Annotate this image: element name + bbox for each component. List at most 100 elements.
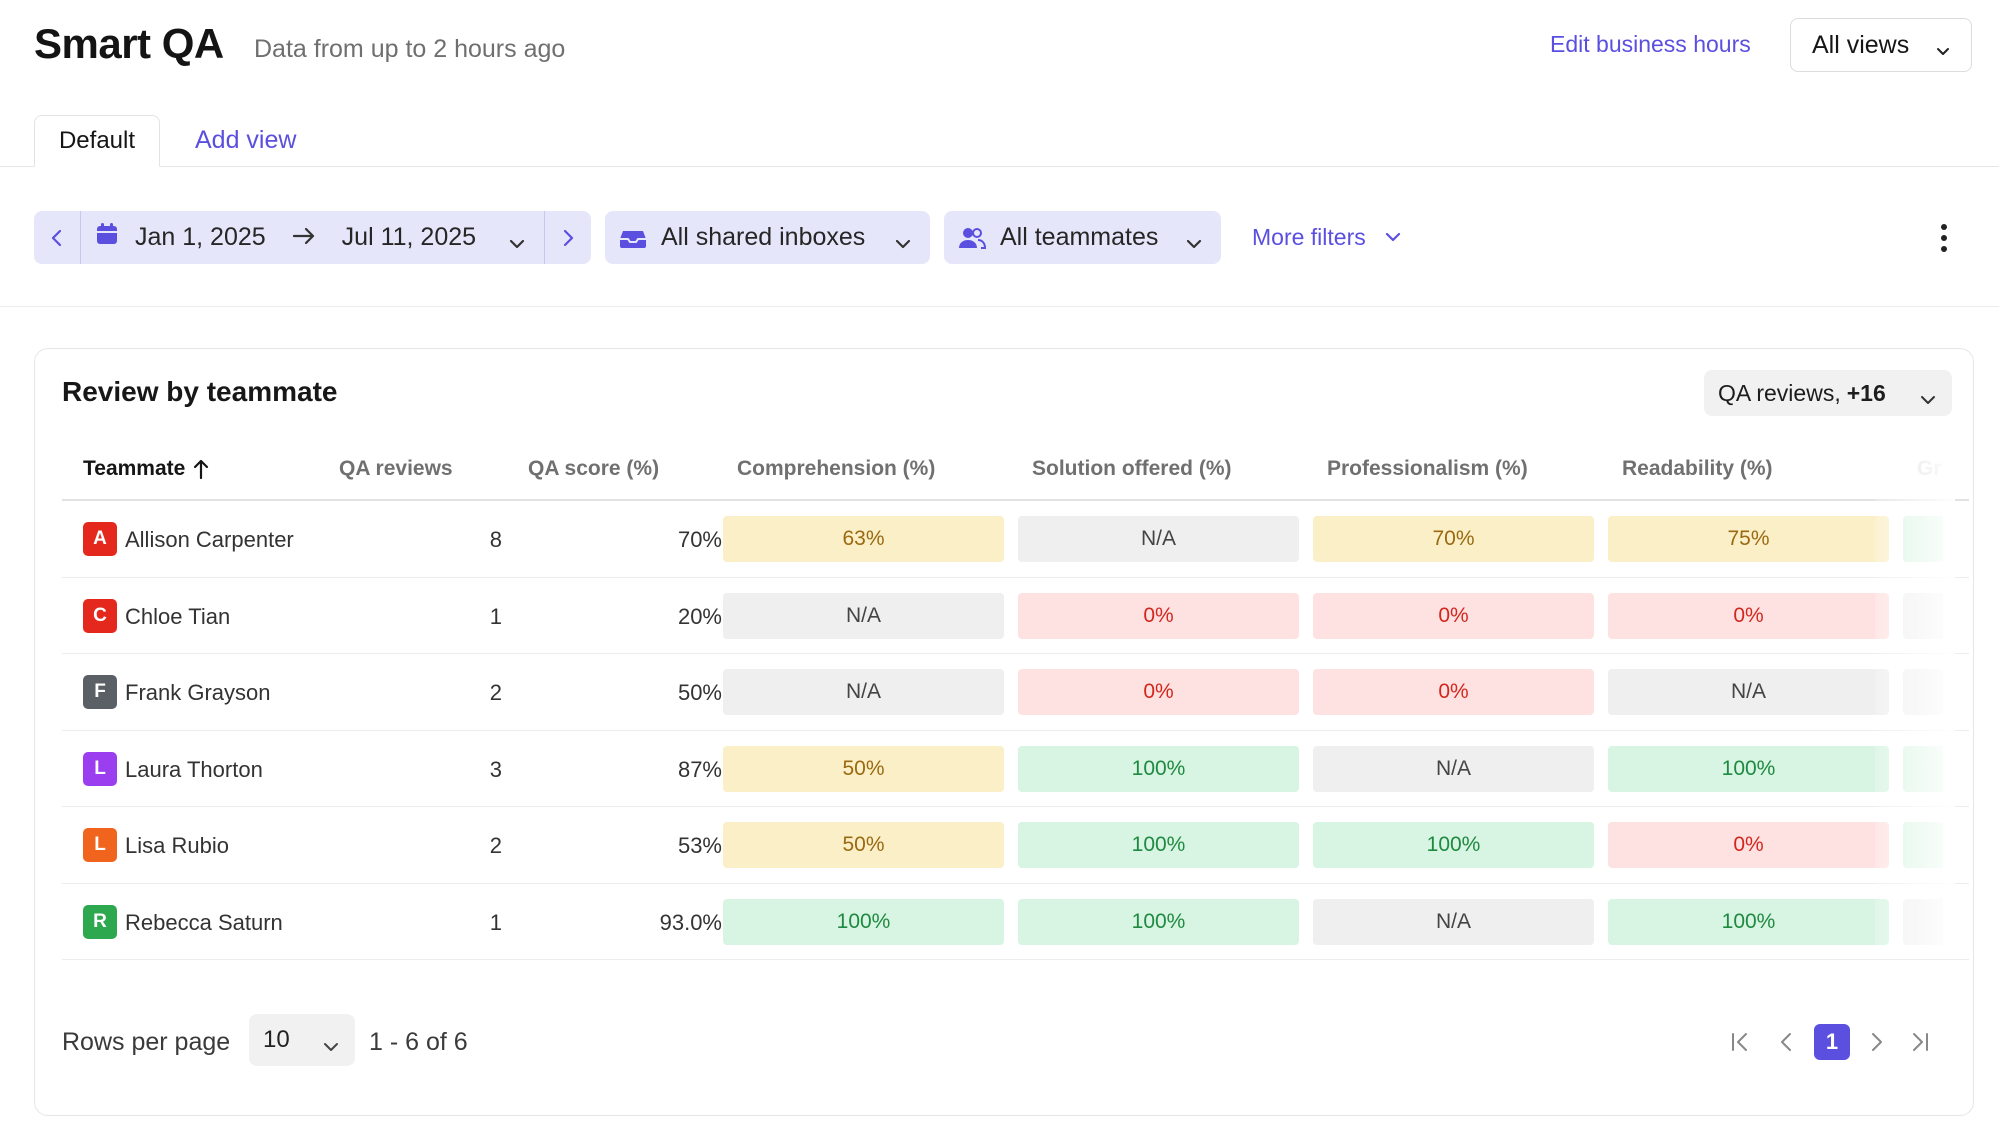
previous-page-button[interactable] <box>1772 1024 1802 1060</box>
tabs-divider <box>0 166 1999 167</box>
table-row[interactable]: A Allison Carpenter 8 70% 63% N/A 70% 75% <box>62 501 1969 578</box>
date-range-picker[interactable]: Jan 1, 2025 Jul 11, 2025 <box>81 211 544 264</box>
teammates-filter-dropdown[interactable]: All teammates <box>944 211 1221 264</box>
comprehension-cell: 50% <box>723 745 1004 792</box>
avatar: F <box>83 675 117 709</box>
table-body: A Allison Carpenter 8 70% 63% N/A 70% 75% C Chloe… <box>62 501 1969 960</box>
column-header-truncated[interactable]: Gr <box>1917 457 1942 480</box>
more-options-icon[interactable] <box>1936 220 1952 256</box>
comprehension-cell: N/A <box>723 669 1004 715</box>
page-number-button[interactable]: 1 <box>1814 1024 1850 1060</box>
chevron-right-icon <box>563 229 574 246</box>
truncated-cell <box>1903 745 1943 792</box>
next-period-button[interactable] <box>545 211 591 264</box>
qa-score-value: 70% <box>677 527 722 552</box>
data-freshness-note: Data from up to 2 hours ago <box>254 35 566 63</box>
page-title: Smart QA <box>34 20 224 67</box>
avatar: R <box>83 904 117 939</box>
calendar-icon <box>95 222 119 253</box>
column-header-qa-score[interactable]: QA score (%) <box>528 457 660 480</box>
date-end: Jul 11, 2025 <box>341 223 477 251</box>
column-header-comprehension[interactable]: Comprehension (%) <box>737 457 936 480</box>
more-filters-button[interactable]: More filters <box>1252 224 1402 251</box>
column-header-readability[interactable]: Readability (%) <box>1622 457 1773 480</box>
last-page-button[interactable] <box>1905 1024 1935 1060</box>
inbox-filter-dropdown[interactable]: All shared inboxes <box>605 211 930 264</box>
review-by-teammate-card: Review by teammate QA reviews, +16 Teamm… <box>34 348 1974 1116</box>
teammate-review-table: Teammate QA reviews QA score (%) Compreh… <box>62 439 1969 960</box>
pagination-range: 1 - 6 of 6 <box>369 1028 468 1056</box>
qa-score-value: 87% <box>677 756 722 782</box>
edit-business-hours-link[interactable]: Edit business hours <box>1550 31 1751 57</box>
chevron-down-icon <box>1384 224 1402 251</box>
chevron-down-icon <box>1920 386 1936 413</box>
next-page-button[interactable] <box>1861 1024 1891 1060</box>
first-page-button[interactable] <box>1725 1024 1755 1060</box>
readability-cell: 100% <box>1608 745 1889 792</box>
column-header-solution-offered[interactable]: Solution offered (%) <box>1032 457 1232 480</box>
table-row[interactable]: L Laura Thorton 3 87% 50% 100% N/A 100% <box>62 731 1969 807</box>
comprehension-cell: 100% <box>723 898 1004 945</box>
teammate-name[interactable]: Chloe Tian <box>125 603 231 629</box>
chevron-down-icon <box>894 230 912 259</box>
avatar: C <box>83 598 117 633</box>
chevron-down-icon <box>508 230 526 259</box>
rows-per-page-label: Rows per page <box>62 1028 231 1056</box>
inbox-icon <box>619 227 647 249</box>
readability-cell: 100% <box>1608 898 1889 945</box>
qa-reviews-count: 1 <box>489 909 502 935</box>
chevron-down-icon <box>1185 230 1203 259</box>
qa-reviews-count: 1 <box>489 603 502 629</box>
table-row[interactable]: R Rebecca Saturn 1 93.0% 100% 100% N/A 100% <box>62 884 1969 960</box>
views-dropdown-label: All views <box>1812 30 1910 59</box>
avatar: L <box>83 751 117 786</box>
table-header: Teammate QA reviews QA score (%) Compreh… <box>62 439 1969 501</box>
solution-offered-cell: N/A <box>1018 516 1299 562</box>
truncated-cell <box>1903 822 1943 868</box>
people-icon <box>958 226 986 250</box>
professionalism-cell: 100% <box>1313 822 1594 868</box>
readability-cell: N/A <box>1608 669 1889 715</box>
avatar: A <box>83 522 117 556</box>
truncated-cell <box>1903 669 1943 715</box>
chevron-right-icon <box>1872 1033 1882 1051</box>
solution-offered-cell: 100% <box>1018 822 1299 868</box>
column-header-qa-reviews[interactable]: QA reviews <box>339 457 453 480</box>
all-views-dropdown[interactable]: All views <box>1790 18 1972 72</box>
column-header-teammate[interactable]: Teammate <box>83 457 209 481</box>
avatar: L <box>83 828 117 862</box>
qa-reviews-count: 3 <box>489 756 502 782</box>
readability-cell: 75% <box>1608 516 1889 562</box>
metrics-dropdown[interactable]: QA reviews, +16 <box>1704 370 1952 416</box>
teammate-name[interactable]: Allison Carpenter <box>125 527 294 552</box>
truncated-cell <box>1903 516 1943 562</box>
previous-period-button[interactable] <box>34 211 80 264</box>
table-row[interactable]: L Lisa Rubio 2 53% 50% 100% 100% 0% <box>62 807 1969 884</box>
teammate-name[interactable]: Rebecca Saturn <box>125 909 283 935</box>
column-header-professionalism[interactable]: Professionalism (%) <box>1327 457 1528 480</box>
qa-reviews-count: 2 <box>489 680 502 705</box>
more-filters-label: More filters <box>1252 224 1366 250</box>
readability-cell: 0% <box>1608 822 1889 868</box>
last-page-icon <box>1913 1033 1928 1051</box>
tab-add-view[interactable]: Add view <box>195 126 297 154</box>
truncated-cell <box>1903 898 1943 945</box>
qa-score-value: 50% <box>677 680 722 705</box>
rows-per-page-select[interactable]: 10 <box>249 1014 355 1066</box>
metrics-dropdown-label: QA reviews, <box>1718 379 1841 406</box>
teammate-name[interactable]: Lisa Rubio <box>125 833 229 858</box>
date-range-filter: Jan 1, 2025 Jul 11, 2025 <box>34 211 591 264</box>
chevron-left-icon <box>51 229 62 246</box>
teammate-name[interactable]: Frank Grayson <box>125 680 271 705</box>
teammate-name[interactable]: Laura Thorton <box>125 756 263 782</box>
tab-default[interactable]: Default <box>34 115 160 167</box>
chevron-down-icon <box>1935 37 1951 66</box>
table-row[interactable]: C Chloe Tian 1 20% N/A 0% 0% 0% <box>62 578 1969 654</box>
professionalism-cell: 0% <box>1313 669 1594 715</box>
professionalism-cell: 70% <box>1313 516 1594 562</box>
filter-divider <box>0 306 1999 307</box>
date-start: Jan 1, 2025 <box>135 223 266 251</box>
chevron-left-icon <box>1781 1033 1791 1051</box>
table-row[interactable]: F Frank Grayson 2 50% N/A 0% 0% N/A <box>62 654 1969 731</box>
comprehension-cell: N/A <box>723 592 1004 639</box>
